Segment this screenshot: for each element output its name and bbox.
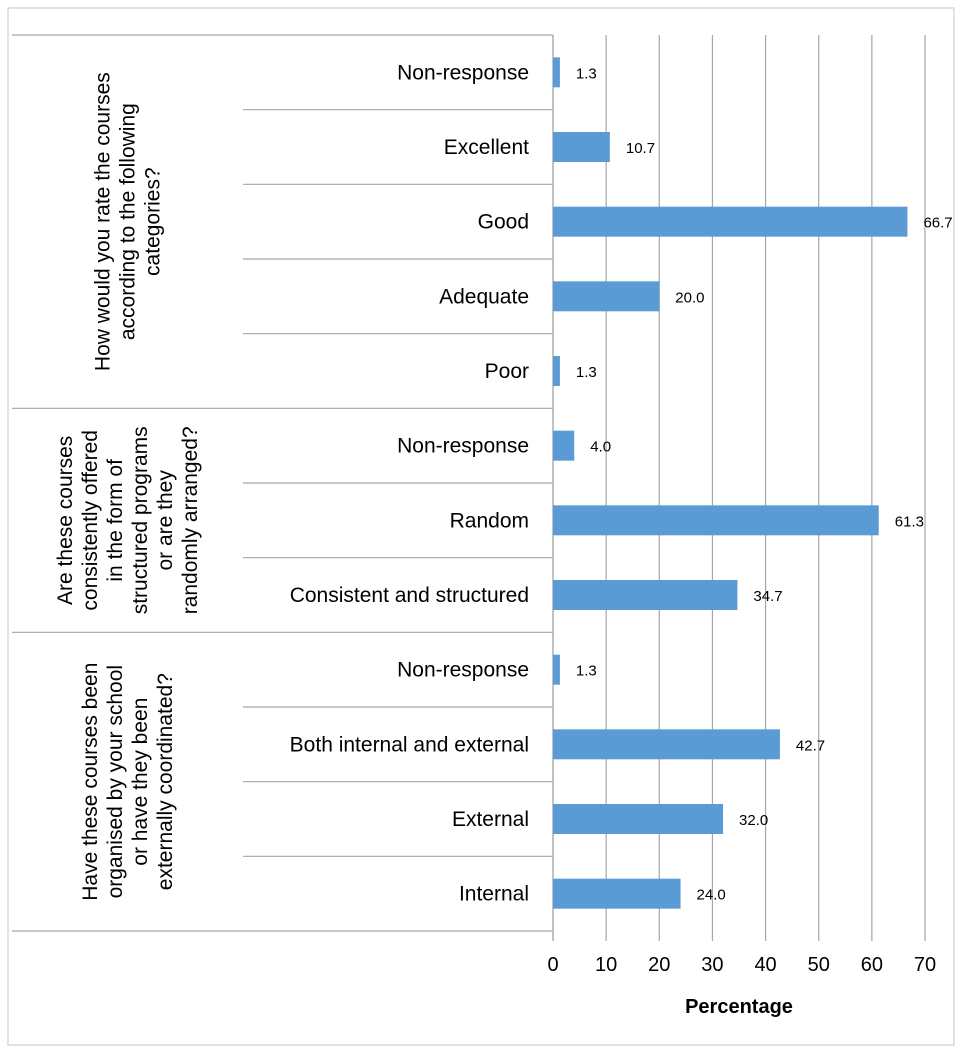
data-label: 24.0 [697, 887, 726, 904]
data-label: 66.7 [923, 215, 952, 232]
category-label: Adequate [439, 285, 529, 308]
data-label: 34.7 [753, 588, 782, 605]
group-label-line: in the form of [104, 459, 127, 582]
data-label: 4.0 [590, 439, 611, 456]
data-label: 32.0 [739, 812, 768, 829]
category-label: Poor [485, 360, 529, 383]
group-label-line: randomly arranged? [179, 426, 202, 614]
x-tick-label: 30 [701, 954, 723, 976]
bars [553, 57, 908, 909]
bar [553, 729, 780, 760]
bar [553, 430, 575, 461]
axis-frame [12, 34, 554, 941]
group-label-line: according to the following [117, 103, 140, 340]
category-label: Non-response [397, 435, 529, 458]
x-tick-label: 70 [914, 954, 936, 976]
data-label: 1.3 [576, 663, 597, 680]
group-label-line: categories? [142, 167, 165, 276]
category-label: Good [478, 211, 529, 234]
x-tick-label: 10 [595, 954, 617, 976]
bar [553, 57, 560, 88]
category-label: Random [450, 509, 529, 532]
group-label-line: or have they been [129, 698, 152, 866]
x-tick-label: 60 [861, 954, 883, 976]
x-tick-label: 50 [808, 954, 830, 976]
bar [553, 356, 560, 386]
group-label-line: structured programs [129, 426, 152, 614]
category-label: External [452, 808, 529, 831]
group-label-line: consistently offered [79, 430, 102, 611]
bar [553, 804, 724, 834]
category-label: Non-response [397, 659, 529, 682]
chart-border [7, 7, 955, 1046]
data-label: 20.0 [675, 289, 704, 306]
x-tick-label: 40 [754, 954, 776, 976]
group-label-line: externally coordinated? [154, 673, 177, 890]
data-label: 10.7 [626, 140, 655, 157]
bar [553, 281, 660, 312]
group-label: How would you rate the coursesaccording … [92, 72, 165, 371]
bar [553, 132, 610, 162]
bar [553, 206, 908, 237]
x-axis-title: Percentage [685, 996, 793, 1018]
data-label: 61.3 [895, 513, 924, 530]
group-label: Are these coursesconsistently offeredin … [54, 426, 202, 614]
category-label: Consistent and structured [290, 584, 529, 607]
x-tick-label: 0 [547, 954, 558, 976]
group-label-line: Have these courses been [79, 663, 102, 901]
group-label-line: or are they [154, 470, 177, 571]
group-label-line: Are these courses [54, 436, 77, 605]
data-label: 42.7 [796, 737, 825, 754]
bar [553, 505, 879, 536]
data-label: 1.3 [576, 65, 597, 82]
category-label: Both internal and external [290, 733, 529, 756]
category-label: Non-response [397, 61, 529, 84]
bar [553, 654, 560, 685]
group-label: Have these courses beenorganised by your… [79, 663, 177, 901]
data-label: 1.3 [576, 364, 597, 381]
bar [553, 878, 681, 909]
x-tick-label: 20 [648, 954, 670, 976]
category-label: Internal [459, 883, 529, 906]
group-label-line: organised by your school [104, 665, 127, 898]
bar [553, 580, 738, 610]
group-label-line: How would you rate the courses [92, 72, 115, 371]
labels: Non-response 1.3 Excellent 10.7 Good 66.7 Adeq… [54, 61, 953, 976]
category-label: Excellent [444, 136, 529, 159]
